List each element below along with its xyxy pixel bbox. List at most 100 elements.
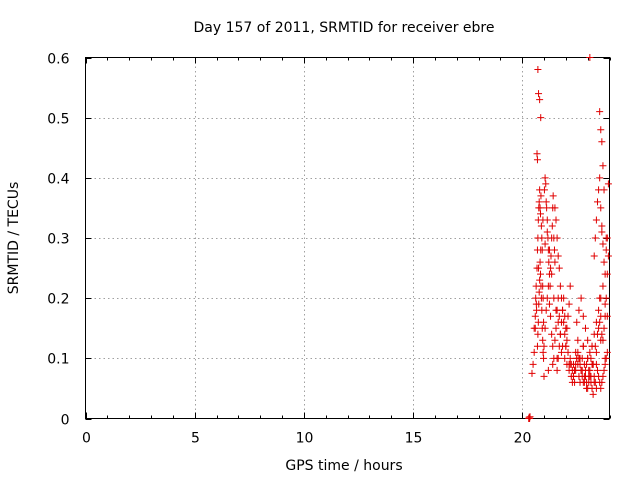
data-point (547, 312, 555, 320)
data-point (551, 336, 559, 344)
data-point (596, 174, 604, 182)
data-point (547, 252, 555, 260)
data-point (554, 252, 562, 260)
data-point (545, 246, 553, 254)
x-tick-labels: 0 5 10 15 20 (82, 431, 531, 447)
x-axis-label: GPS time / hours (285, 458, 402, 474)
data-point (602, 294, 610, 302)
data-point (596, 318, 604, 326)
data-point (533, 156, 541, 164)
data-point (541, 240, 549, 248)
data-point (562, 324, 570, 332)
data-point (549, 192, 557, 200)
data-point (533, 342, 541, 350)
data-point (533, 150, 541, 158)
data-points (525, 54, 612, 422)
data-point (547, 264, 555, 272)
data-point (589, 390, 597, 398)
data-point (601, 354, 609, 362)
data-point (577, 294, 585, 302)
data-point (598, 228, 606, 236)
data-point (593, 198, 601, 206)
data-point (552, 216, 560, 224)
data-point (532, 300, 540, 308)
data-point (600, 258, 608, 266)
data-point (567, 372, 575, 380)
data-point (601, 312, 609, 320)
data-point (597, 384, 605, 392)
data-point (555, 264, 563, 272)
data-point (600, 186, 608, 194)
data-point (543, 204, 551, 212)
y-axis-label: SRMTID / TECUs (6, 182, 22, 295)
data-point (548, 330, 556, 338)
data-point (536, 204, 544, 212)
chart-title: Day 157 of 2011, SRMTID for receiver ebr… (194, 20, 495, 36)
data-point (537, 114, 545, 122)
data-point (549, 360, 557, 368)
data-point (576, 360, 584, 368)
data-point (531, 312, 539, 320)
data-point (603, 348, 611, 356)
data-point (535, 198, 543, 206)
data-point (596, 108, 604, 116)
data-point (578, 366, 586, 374)
y-tick-label: 0.5 (47, 112, 69, 128)
data-point (543, 228, 551, 236)
data-point (551, 258, 559, 266)
data-point (539, 336, 547, 344)
data-point (537, 270, 545, 278)
y-tick-label: 0 (61, 413, 70, 429)
grid (85, 57, 610, 419)
data-point (568, 378, 576, 386)
data-point (584, 336, 592, 344)
x-tick-label: 5 (191, 431, 200, 447)
x-tick-label: 0 (82, 431, 91, 447)
data-point (575, 306, 583, 314)
data-point (543, 294, 551, 302)
data-point (536, 96, 544, 104)
data-point (565, 366, 573, 374)
data-point (597, 204, 605, 212)
data-point (566, 282, 574, 290)
data-point (551, 204, 559, 212)
data-point (592, 348, 600, 356)
data-point (548, 222, 556, 230)
x-tick-label: 15 (405, 431, 423, 447)
data-point (604, 180, 612, 188)
data-point (604, 252, 612, 260)
data-point (593, 366, 601, 374)
data-point (596, 294, 604, 302)
data-point (599, 162, 607, 170)
data-point (539, 348, 547, 356)
data-point (540, 372, 548, 380)
data-point (540, 342, 548, 350)
data-point (579, 312, 587, 320)
data-point (593, 330, 601, 338)
data-point (591, 234, 599, 242)
data-point (600, 366, 608, 374)
data-point (556, 330, 564, 338)
data-point (535, 90, 543, 98)
data-point (564, 348, 572, 356)
data-point (538, 234, 546, 242)
ticks (85, 57, 611, 420)
data-point (557, 348, 565, 356)
data-point (540, 186, 548, 194)
data-point (541, 174, 549, 182)
data-point (599, 372, 607, 380)
data-point (545, 300, 553, 308)
data-point (598, 138, 606, 146)
data-point (601, 360, 609, 368)
data-point (534, 66, 542, 74)
data-point (563, 336, 571, 344)
data-point (537, 246, 545, 254)
data-point (559, 306, 567, 314)
data-point (541, 324, 549, 332)
data-point (591, 342, 599, 350)
data-point (576, 354, 584, 362)
data-point (602, 234, 610, 242)
data-point (597, 336, 605, 344)
data-point (552, 324, 560, 332)
x-tick-label: 20 (514, 431, 532, 447)
